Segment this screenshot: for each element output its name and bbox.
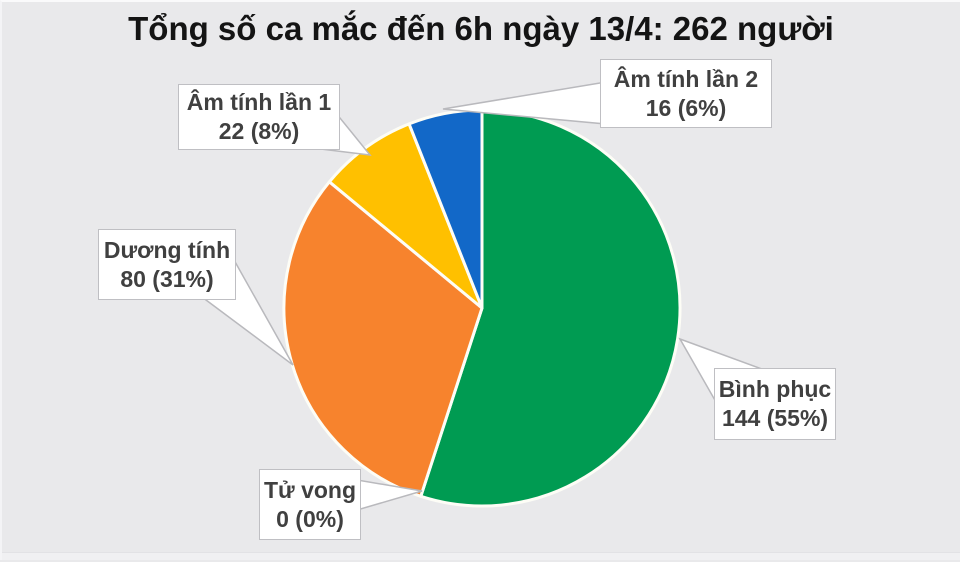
callout-value: 0 (0%) <box>276 505 344 532</box>
callout-label: Dương tính <box>103 236 231 263</box>
callout-am-tinh-lan-2: Âm tính lần 2 16 (6%) <box>600 59 772 128</box>
bottom-strip <box>2 552 960 560</box>
pie-slices <box>282 108 682 508</box>
callout-duong-tinh: Dương tính 80 (31%) <box>98 229 236 300</box>
callout-value: 144 (55%) <box>721 405 829 431</box>
callout-label: Tử vong <box>263 476 357 503</box>
callout-label: Âm tính lần 1 <box>186 89 332 115</box>
callout-value: 16 (6%) <box>645 94 727 121</box>
callout-label: Âm tính lần 2 <box>613 65 759 92</box>
pie-slice-binh-phuc <box>419 108 682 508</box>
chart-title: Tổng số ca mắc đến 6h ngày 13/4: 262 ngư… <box>128 10 834 47</box>
callout-am-tinh-lan-1: Âm tính lần 1 22 (8%) <box>178 84 340 150</box>
callout-value: 80 (31%) <box>120 265 214 292</box>
callout-binh-phuc: Bình phục 144 (55%) <box>714 368 836 440</box>
pie-slice-am-tinh-lan-1 <box>327 122 484 310</box>
callout-value: 22 (8%) <box>218 118 300 144</box>
callout-tu-vong: Tử vong 0 (0%) <box>259 469 361 540</box>
callout-label: Bình phục <box>718 376 832 402</box>
